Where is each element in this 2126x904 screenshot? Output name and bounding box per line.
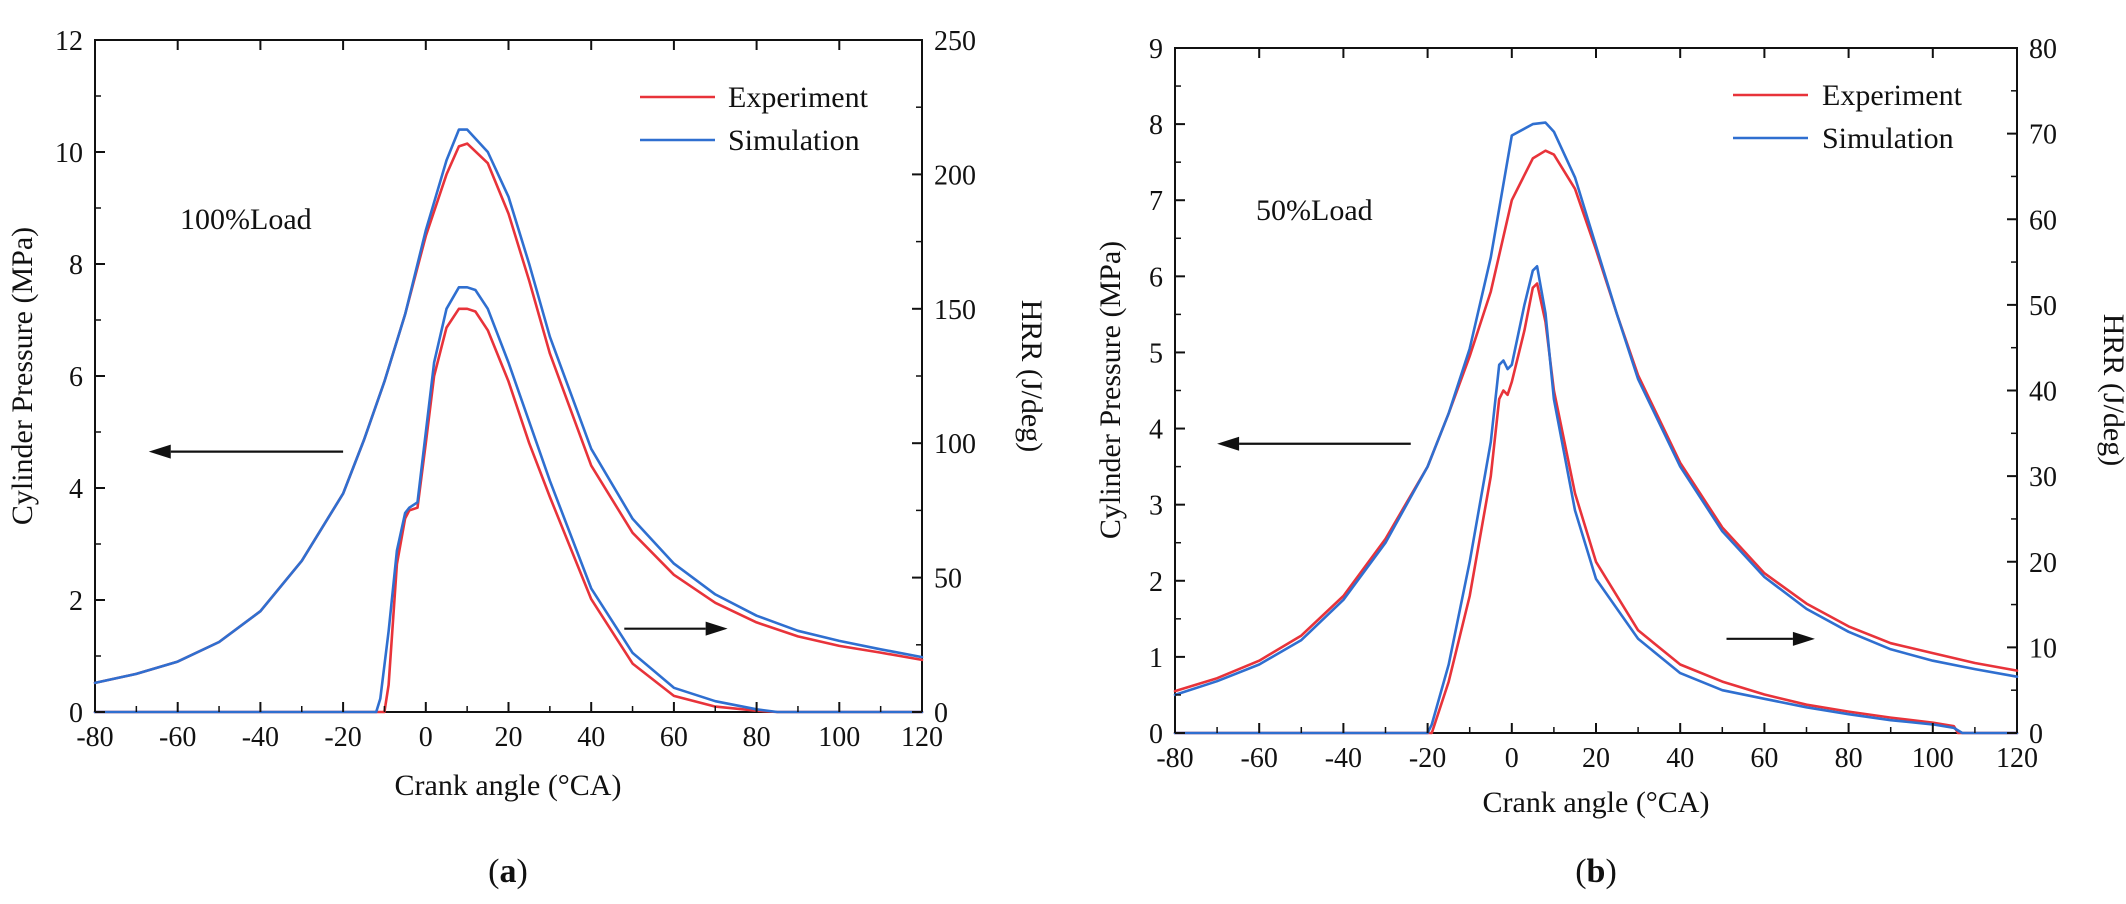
left-y-tick-label: 3 — [1149, 491, 1163, 522]
right-y-tick-label: 0 — [934, 698, 948, 729]
x-tick-label: 40 — [577, 722, 605, 753]
load-annotation: 100%Load — [180, 203, 312, 236]
x-tick-label: 60 — [1750, 743, 1778, 774]
legend-label-simulation: Simulation — [728, 124, 860, 157]
x-tick-label: 20 — [495, 722, 523, 753]
right-y-tick-label: 70 — [2029, 120, 2057, 151]
series-line-simulation-pressure — [1173, 121, 2019, 697]
x-tick-label: 120 — [1996, 743, 2038, 774]
left-y-tick-label: 2 — [1149, 567, 1163, 598]
x-axis-title: Crank angle (°CA) — [395, 769, 622, 802]
x-axis-title: Crank angle (°CA) — [1483, 786, 1710, 819]
legend-label-experiment: Experiment — [728, 81, 869, 114]
x-tick-label: 60 — [660, 722, 688, 753]
right-y-tick-label: 100 — [934, 429, 976, 460]
left-y-tick-label: 8 — [69, 250, 83, 281]
panel-label: (b) — [1575, 853, 1617, 890]
x-tick-label: 120 — [901, 722, 943, 753]
panel-label: (a) — [488, 853, 528, 890]
left-y-tick-label: 10 — [55, 138, 83, 169]
legend: Experiment Simulation — [640, 81, 869, 157]
right-y-tick-label: 60 — [2029, 205, 2057, 236]
series-line-simulation-hrr — [1173, 264, 2019, 735]
x-tick-label: 0 — [1505, 743, 1519, 774]
right-y-tick-label: 10 — [2029, 633, 2057, 664]
right-y-tick-label: 150 — [934, 295, 976, 326]
right-y-tick-label: 50 — [934, 564, 962, 595]
x-tick-label: -20 — [1409, 743, 1446, 774]
series-line-experiment-hrr — [1173, 282, 2019, 735]
x-tick-label: -20 — [324, 722, 361, 753]
left-y-tick-label: 6 — [69, 362, 83, 393]
x-tick-label: -80 — [1156, 743, 1193, 774]
arrow-right-head — [705, 621, 728, 636]
right-y-tick-label: 80 — [2029, 34, 2057, 65]
legend-label-experiment: Experiment — [1822, 79, 1963, 112]
right-y-tick-label: 20 — [2029, 548, 2057, 579]
arrow-left-head — [1217, 436, 1240, 451]
x-tick-label: -40 — [242, 722, 279, 753]
left-y-tick-label: 8 — [1149, 110, 1163, 141]
arrow-right-head — [1792, 631, 1815, 646]
x-tick-label: 100 — [1912, 743, 1954, 774]
left-y-tick-label: 2 — [69, 586, 83, 617]
left-y-tick-label: 7 — [1149, 186, 1163, 217]
x-tick-label: -60 — [1241, 743, 1278, 774]
left-y-tick-label: 4 — [1149, 415, 1163, 446]
right-y-tick-label: 0 — [2029, 719, 2043, 750]
x-tick-label: -80 — [76, 722, 113, 753]
right-y-tick-label: 30 — [2029, 462, 2057, 493]
right-y-tick-label: 250 — [934, 26, 976, 57]
x-tick-label: 80 — [1835, 743, 1863, 774]
right-y-tick-label: 200 — [934, 160, 976, 191]
arrow-left-head — [148, 444, 171, 459]
legend: Experiment Simulation — [1733, 79, 1963, 155]
x-tick-label: 80 — [743, 722, 771, 753]
right-y-tick-label: 40 — [2029, 377, 2057, 408]
x-tick-label: -60 — [159, 722, 196, 753]
left-y-tick-label: 4 — [69, 474, 83, 505]
x-tick-label: 0 — [419, 722, 433, 753]
left-y-tick-label: 1 — [1149, 643, 1163, 674]
x-tick-label: 40 — [1666, 743, 1694, 774]
left-axis-title: Cylinder Pressure (MPa) — [1094, 241, 1127, 539]
series-line-simulation-hrr — [93, 285, 924, 714]
right-axis-title: HRR (J/deg) — [2097, 314, 2126, 467]
left-axis-title: Cylinder Pressure (MPa) — [6, 227, 39, 525]
left-y-tick-label: 12 — [55, 26, 83, 57]
chart-panel-a: -80 -60 -40 -20 0 20 40 60 80 100 1200246810120501… — [6, 26, 1048, 890]
left-y-tick-label: 6 — [1149, 262, 1163, 293]
left-y-tick-label: 0 — [69, 698, 83, 729]
load-annotation: 50%Load — [1256, 194, 1373, 227]
right-y-tick-label: 50 — [2029, 291, 2057, 322]
right-axis-title: HRR (J/deg) — [1015, 300, 1048, 453]
chart-panel-b: -80 -60 -40 -20 0 20 40 60 80 100 1200123456789010… — [1094, 34, 2126, 890]
x-tick-label: 100 — [818, 722, 860, 753]
left-y-tick-label: 5 — [1149, 338, 1163, 369]
series-line-experiment-pressure — [1173, 149, 2019, 693]
legend-label-simulation: Simulation — [1822, 122, 1954, 155]
series-line-simulation-pressure — [93, 128, 924, 685]
x-tick-label: 20 — [1582, 743, 1610, 774]
left-y-tick-label: 0 — [1149, 719, 1163, 750]
left-y-tick-label: 9 — [1149, 34, 1163, 65]
x-tick-label: -40 — [1325, 743, 1362, 774]
series-line-experiment-hrr — [93, 307, 924, 714]
